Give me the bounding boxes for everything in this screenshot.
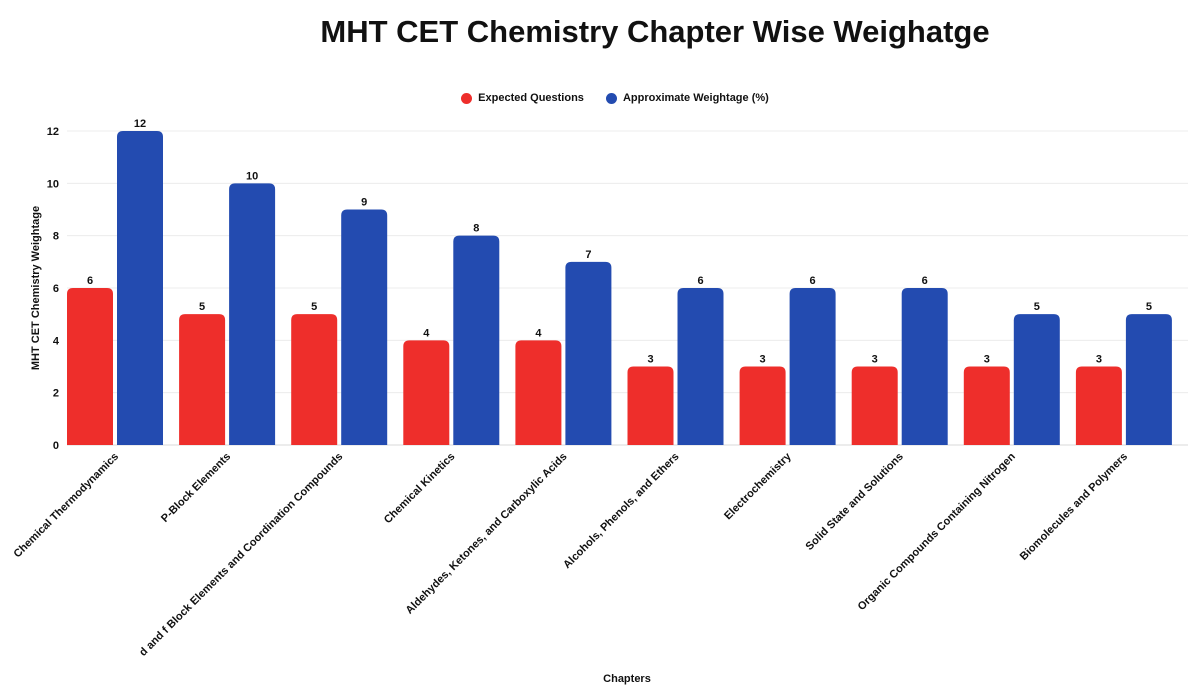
data-label: 6 <box>810 275 816 287</box>
data-label: 4 <box>535 327 542 339</box>
bar-approximate-weightage <box>1125 314 1172 445</box>
y-tick-label: 6 <box>53 283 59 295</box>
bar-approximate-weightage <box>1013 314 1060 445</box>
bar-approximate-weightage <box>117 131 163 445</box>
y-axis-title: MHT CET Chemistry Weightage <box>30 206 42 370</box>
data-label: 5 <box>1146 301 1152 313</box>
bar-expected-questions <box>627 366 674 445</box>
legend-swatch-expected-questions <box>461 92 473 104</box>
data-label: 3 <box>984 354 990 366</box>
bar-expected-questions <box>67 288 113 445</box>
x-tick-label: Electrochemistry <box>722 450 794 522</box>
data-label: 7 <box>585 249 591 261</box>
bar-approximate-weightage <box>901 288 948 445</box>
x-tick-label: Chemical Thermodynamics <box>11 451 121 561</box>
y-tick-label: 2 <box>53 388 59 400</box>
y-tick-label: 0 <box>53 440 59 452</box>
bar-approximate-weightage <box>677 288 724 445</box>
data-label: 6 <box>697 275 703 287</box>
y-tick-label: 8 <box>53 231 59 243</box>
data-label: 3 <box>760 354 766 366</box>
data-label: 3 <box>872 354 878 366</box>
y-tick-label: 12 <box>47 126 59 138</box>
y-tick-label: 10 <box>47 178 59 190</box>
legend-label-approximate-weightage: Approximate Weightage (%) <box>622 92 769 104</box>
x-tick-label: P-Block Elements <box>159 451 233 525</box>
data-label: 3 <box>1096 354 1102 366</box>
bar-approximate-weightage <box>341 209 388 445</box>
data-label: 6 <box>87 275 93 287</box>
bar-expected-questions <box>291 314 338 445</box>
bar-approximate-weightage <box>453 235 500 445</box>
bar-approximate-weightage <box>565 261 612 445</box>
legend: Expected Questions Approximate Weightage… <box>0 92 1200 104</box>
x-tick-label: Alcohols, Phenols, and Ethers <box>561 451 681 571</box>
data-label: 4 <box>423 327 430 339</box>
data-label: 5 <box>311 301 317 313</box>
data-label: 5 <box>199 301 205 313</box>
bar-expected-questions <box>851 366 898 445</box>
bar-expected-questions <box>963 366 1010 445</box>
x-axis-title: Chapters <box>603 673 651 685</box>
bar-approximate-weightage <box>789 288 836 445</box>
data-label: 8 <box>473 223 479 235</box>
bar-expected-questions <box>1075 366 1122 445</box>
x-tick-label: Chemical Kinetics <box>382 451 457 526</box>
data-label: 9 <box>361 197 367 209</box>
chart-title: MHT CET Chemistry Chapter Wise Weighatge <box>320 14 990 49</box>
legend-label-expected-questions: Expected Questions <box>478 92 584 104</box>
bar-expected-questions <box>403 340 450 445</box>
legend-swatch-approximate-weightage <box>605 92 617 104</box>
x-tick-label: Biomolecules and Polymers <box>1018 451 1130 563</box>
x-tick-label: d and f Block Elements and Coordination … <box>137 451 345 659</box>
data-label: 10 <box>246 170 258 182</box>
bar-expected-questions <box>179 314 226 445</box>
data-label: 5 <box>1034 301 1040 313</box>
bar-expected-questions <box>739 366 786 445</box>
legend-item-expected-questions[interactable]: Expected Questions <box>461 92 584 104</box>
data-label: 12 <box>134 118 146 130</box>
bar-approximate-weightage <box>229 183 276 446</box>
y-tick-label: 4 <box>53 335 60 347</box>
data-label: 3 <box>647 354 653 366</box>
bar-expected-questions <box>515 340 562 445</box>
x-tick-label: Solid State and Solutions <box>804 451 906 553</box>
data-label: 6 <box>922 275 928 287</box>
legend-item-approximate-weightage[interactable]: Approximate Weightage (%) <box>605 92 769 104</box>
